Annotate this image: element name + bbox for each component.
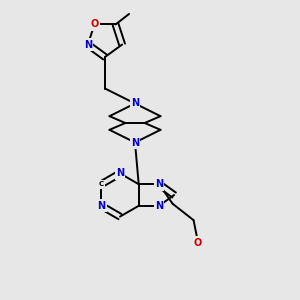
- Text: N: N: [155, 179, 163, 189]
- Text: O: O: [90, 20, 98, 29]
- Text: O: O: [194, 238, 202, 248]
- Text: N: N: [116, 168, 124, 178]
- Text: N: N: [84, 40, 92, 50]
- Text: N: N: [131, 98, 139, 109]
- Text: N: N: [97, 201, 105, 211]
- Text: N: N: [131, 137, 139, 148]
- Text: C: C: [99, 181, 104, 187]
- Text: N: N: [155, 201, 163, 211]
